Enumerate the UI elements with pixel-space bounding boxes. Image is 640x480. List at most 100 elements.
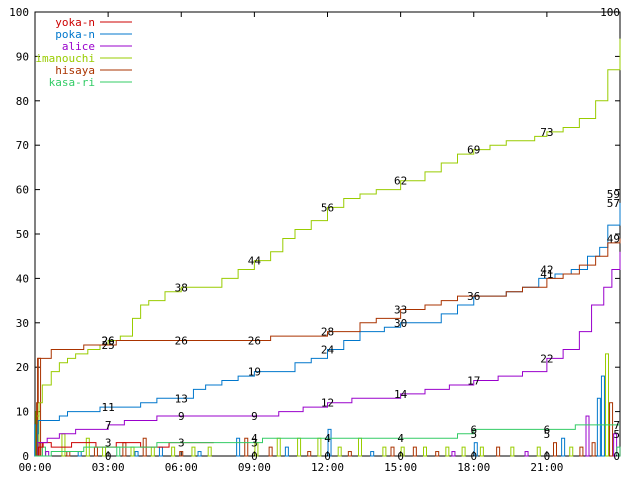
data-label: 0 [397,450,404,463]
data-label: 24 [321,343,335,356]
activity-bar [284,446,289,457]
data-label: 9 [251,410,258,423]
y-tick-label: 10 [16,406,29,419]
activity-bar [122,442,127,457]
activity-bar [158,446,163,457]
data-label: 41 [540,268,553,281]
activity-bar [179,451,184,457]
x-tick-label: 03:00 [92,461,125,474]
data-label: 3 [178,437,185,450]
activity-bar [77,451,82,457]
x-tick-label: 00:00 [18,461,51,474]
data-label: 30 [394,317,407,330]
data-label: 12 [321,397,334,410]
data-label: 22 [540,352,553,365]
x-tick-label: 21:00 [530,461,563,474]
data-label: 25 [102,339,115,352]
activity-bar [609,402,614,457]
activity-bar [435,451,440,457]
activity-bar [130,446,135,457]
activity-bar [496,446,501,457]
data-label: 57 [607,197,620,210]
activity-bar [370,451,375,457]
activity-bar [41,446,46,457]
data-label: 33 [394,303,407,316]
activity-bar [197,451,202,457]
activity-bar [171,446,176,457]
data-label: 0 [470,450,477,463]
data-label: 49 [607,232,620,245]
y-tick-label: 30 [16,317,29,330]
activity-bar [412,446,417,457]
activity-bar [150,446,155,457]
activity-bar [591,442,596,457]
y-tick-label: 80 [16,95,29,108]
data-label: 38 [175,281,188,294]
data-label: 69 [467,144,480,157]
activity-bar [268,446,273,457]
activity-bar [134,451,139,457]
y-tick-label: 40 [16,272,29,285]
data-label: 26 [102,335,115,348]
data-label: 56 [321,201,334,214]
data-label: 4 [397,432,404,445]
series-line-imanouchi [35,38,621,457]
data-label: 0 [251,450,258,463]
activity-bar [451,451,456,457]
activity-bar [536,446,541,457]
y-tick-label: 50 [16,228,29,241]
data-label: 5 [470,428,477,441]
activity-bar [445,446,450,457]
activity-bar [600,375,605,457]
data-label: 36 [467,290,480,303]
activity-bar [236,437,241,457]
data-label: 100 [600,6,620,19]
legend-label: hisaya [55,64,95,77]
data-label: 44 [248,255,262,268]
data-label: 19 [248,366,261,379]
activity-bar [479,446,484,457]
series-line-poka-n [35,202,621,457]
data-label: 4 [324,432,331,445]
x-tick-label: 09:00 [238,461,271,474]
series-line-yoka-n [35,442,214,457]
activity-bar [207,446,212,457]
legend-label: imanouchi [35,52,95,65]
legend-label: yoka-n [55,16,95,29]
activity-bar [382,446,387,457]
activity-bar [93,446,98,457]
activity-bar [327,428,332,457]
data-label: 26 [248,335,261,348]
data-label: 7 [613,419,620,432]
activity-bar [66,451,71,457]
y-tick-label: 70 [16,139,29,152]
series-line-kasa-ri [35,424,620,457]
data-label: 5 [544,428,551,441]
activity-bar [613,433,618,457]
data-label: 5 [613,428,620,441]
activity-bar [191,446,196,457]
activity-bar [61,433,66,457]
legend-label: poka-n [55,28,95,41]
activity-bar [579,446,584,457]
data-label: 17 [467,375,480,388]
activity-bar [423,446,427,457]
activity-bar [297,437,302,457]
data-label: 14 [394,388,408,401]
activity-bar [347,451,352,457]
activity-bar [307,451,312,457]
activity-bar [524,451,529,457]
data-label: 42 [540,264,553,277]
data-label: 59 [607,188,620,201]
chart-lines [35,38,621,457]
data-label: 0 [105,450,112,463]
data-label: 7 [105,419,112,432]
activity-bar [276,437,281,457]
activity-bar [337,446,342,457]
activity-bar [605,353,609,457]
x-tick-label: 12:00 [311,461,344,474]
